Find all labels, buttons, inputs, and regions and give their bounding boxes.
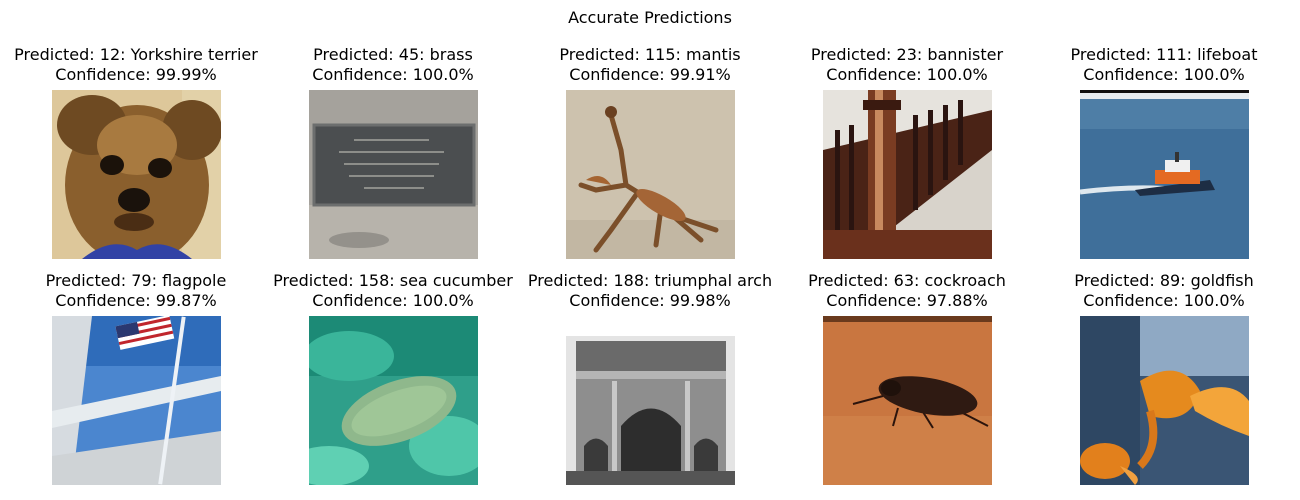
confidence-label: Confidence: 100.0%	[312, 65, 474, 84]
predicted-label: Predicted: 63: cockroach	[808, 271, 1006, 290]
predicted-label: Predicted: 45: brass	[313, 45, 473, 64]
confidence-label: Confidence: 99.99%	[55, 65, 217, 84]
prediction-caption-6: Predicted: 79: flagpole Confidence: 99.8…	[0, 271, 286, 311]
prediction-caption-7: Predicted: 158: sea cucumber Confidence:…	[243, 271, 543, 311]
lifeboat-image	[1080, 90, 1249, 259]
bannister-image	[823, 90, 992, 259]
prediction-caption-4: Predicted: 23: bannister Confidence: 100…	[757, 45, 1057, 85]
confidence-label: Confidence: 100.0%	[1083, 291, 1245, 310]
confidence-label: Confidence: 99.87%	[55, 291, 217, 310]
prediction-caption-2: Predicted: 45: brass Confidence: 100.0%	[243, 45, 543, 85]
yorkshire-terrier-image	[52, 90, 221, 259]
prediction-caption-3: Predicted: 115: mantis Confidence: 99.91…	[500, 45, 800, 85]
predicted-label: Predicted: 111: lifeboat	[1070, 45, 1258, 64]
goldfish-image	[1080, 316, 1249, 485]
prediction-caption-5: Predicted: 111: lifeboat Confidence: 100…	[1014, 45, 1300, 85]
confidence-label: Confidence: 100.0%	[1083, 65, 1245, 84]
prediction-caption-1: Predicted: 12: Yorkshire terrier Confide…	[0, 45, 286, 85]
sea-cucumber-image	[309, 316, 478, 485]
brass-plaque-image	[309, 90, 478, 259]
confidence-label: Confidence: 97.88%	[826, 291, 988, 310]
prediction-caption-9: Predicted: 63: cockroach Confidence: 97.…	[757, 271, 1057, 311]
prediction-caption-10: Predicted: 89: goldfish Confidence: 100.…	[1014, 271, 1300, 311]
confidence-label: Confidence: 99.91%	[569, 65, 731, 84]
figure-title: Accurate Predictions	[568, 8, 732, 27]
predicted-label: Predicted: 158: sea cucumber	[273, 271, 513, 290]
confidence-label: Confidence: 100.0%	[312, 291, 474, 310]
mantis-image	[566, 90, 735, 259]
prediction-caption-8: Predicted: 188: triumphal arch Confidenc…	[500, 271, 800, 311]
cockroach-image	[823, 316, 992, 485]
predicted-label: Predicted: 115: mantis	[559, 45, 741, 64]
predicted-label: Predicted: 89: goldfish	[1074, 271, 1254, 290]
confidence-label: Confidence: 100.0%	[826, 65, 988, 84]
confidence-label: Confidence: 99.98%	[569, 291, 731, 310]
flagpole-image	[52, 316, 221, 485]
predicted-label: Predicted: 12: Yorkshire terrier	[14, 45, 258, 64]
triumphal-arch-image	[566, 316, 735, 485]
predicted-label: Predicted: 23: bannister	[810, 45, 1004, 64]
predicted-label: Predicted: 79: flagpole	[45, 271, 227, 290]
predicted-label: Predicted: 188: triumphal arch	[527, 271, 773, 290]
